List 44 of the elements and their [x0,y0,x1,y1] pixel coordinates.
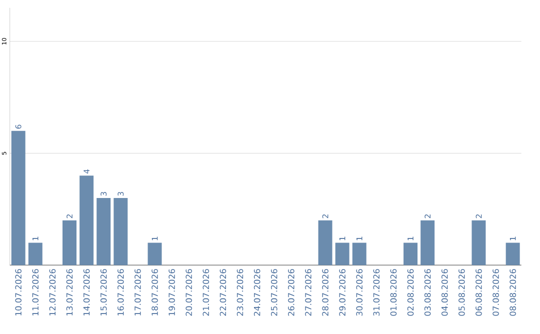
x-tick-label: 24.07.2026 [254,269,260,316]
x-tick-label: 03.08.2026 [424,269,431,316]
x-tick-label: 04.08.2026 [441,269,448,316]
bar [11,130,26,266]
bar [335,242,350,266]
x-tick-label: 07.08.2026 [492,269,499,316]
x-tick-label: 15.07.2026 [100,269,107,316]
bar [404,242,418,266]
bar [148,242,162,266]
x-tick-label: 14.07.2026 [83,269,90,316]
x-tick-label: 26.07.2026 [288,269,294,316]
x-tick-label: 21.07.2026 [202,269,210,316]
x-tick-label: 31.07.2026 [373,269,380,316]
x-tick-label: 08.08.2026 [510,269,516,316]
bar [96,198,111,266]
x-tick-label: 30.07.2026 [356,269,363,316]
bar [114,198,128,266]
bar [28,242,42,266]
x-tick-label: 25.07.2026 [270,269,278,316]
x-tick-label: 02.08.2026 [407,269,414,316]
bar [420,220,435,266]
x-tick-label: 10.07.2026 [15,269,22,316]
x-tick-label: 27.07.2026 [305,269,312,316]
x-tick-label: 18.07.2026 [152,269,158,316]
x-tick-label: 22.07.2026 [220,269,226,316]
bar [80,176,94,266]
bar [62,220,76,266]
bar [472,220,486,266]
bar [318,220,332,266]
x-tick-label: 01.08.2026 [390,269,397,316]
x-tick-label: 16.07.2026 [118,269,124,316]
x-tick-label: 28.07.2026 [322,269,328,316]
x-tick-label: 23.07.2026 [236,269,244,316]
x-tick-label: 29.07.2026 [339,269,346,316]
x-tick-label: 05.08.2026 [458,269,465,316]
x-tick-label: 06.08.2026 [476,269,482,316]
x-tick-label: 20.07.2026 [186,269,192,316]
x-tick-label: 13.07.2026 [66,269,73,316]
x-tick-label: 17.07.2026 [134,269,141,316]
x-tick-label: 11.07.2026 [32,269,39,316]
bar [506,242,520,266]
x-tick-label: 12.07.2026 [49,269,56,316]
bar [352,242,366,266]
x-tick-label: 19.07.2026 [168,269,175,316]
